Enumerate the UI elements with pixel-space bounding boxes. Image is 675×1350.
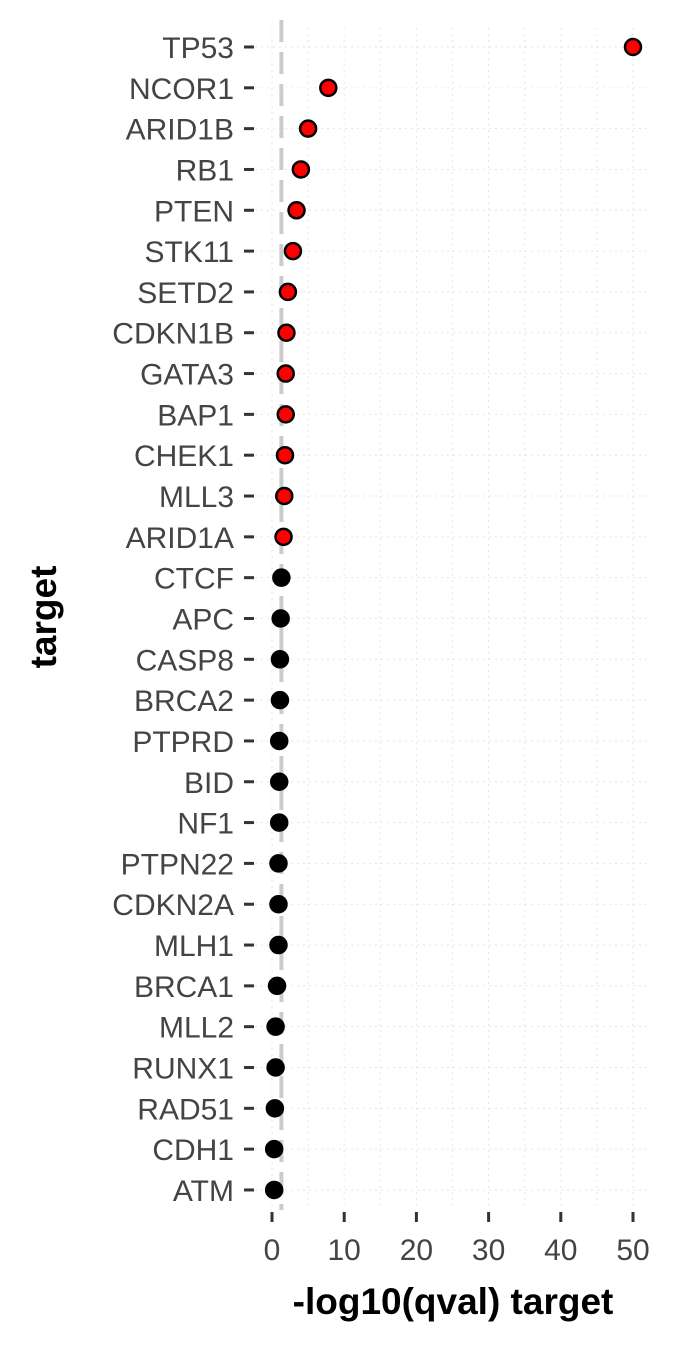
data-point-brca2 xyxy=(270,690,290,710)
y-tick-label: PTPRD xyxy=(132,726,234,759)
y-tick-label: ARID1A xyxy=(126,522,234,555)
y-tick-label: SETD2 xyxy=(137,277,234,310)
data-point-brca1 xyxy=(267,976,287,996)
data-point-mll3 xyxy=(275,486,294,506)
x-axis-ticks xyxy=(270,1212,635,1222)
data-point-rb1 xyxy=(291,160,311,179)
x-tick-label: 30 xyxy=(472,1234,505,1267)
data-point-mll2 xyxy=(266,1017,285,1036)
data-point-cdh1 xyxy=(264,1139,284,1159)
data-point-bid xyxy=(269,772,289,792)
y-tick-label: RB1 xyxy=(176,154,234,187)
data-point-ptprd xyxy=(269,731,289,751)
y-tick-label: PTEN xyxy=(154,195,234,228)
y-tick-label: ARID1B xyxy=(126,114,234,147)
x-axis-tick-labels: 0 10 20 30 40 50 xyxy=(264,1234,650,1267)
y-tick-label: CDH1 xyxy=(152,1134,234,1167)
data-point-mlh1 xyxy=(269,935,288,955)
y-tick-label: CHEK1 xyxy=(134,440,234,473)
data-point-chek1 xyxy=(275,445,295,465)
data-point-cdkn1b xyxy=(277,323,296,342)
y-axis-tick-labels: TP53 NCOR1 ARID1B RB1 PTEN STK11 SETD2 CDKN1B GA… xyxy=(112,32,234,1208)
y-tick-label: CASP8 xyxy=(136,644,234,677)
y-tick-label: MLL2 xyxy=(159,1012,234,1045)
data-point-ctcf xyxy=(272,568,291,587)
data-point-tp53 xyxy=(623,37,643,57)
y-tick-label: BAP1 xyxy=(157,399,234,432)
y-tick-label: CTCF xyxy=(154,563,234,596)
grid-lines xyxy=(255,28,650,1210)
y-tick-label: BRCA1 xyxy=(134,971,234,1004)
y-tick-label: PTPN22 xyxy=(121,848,234,881)
x-tick-label: 50 xyxy=(616,1234,649,1267)
x-tick-label: 10 xyxy=(328,1234,361,1267)
y-tick-label: CDKN1B xyxy=(112,318,234,351)
y-tick-label: RAD51 xyxy=(137,1093,234,1126)
y-tick-label: NF1 xyxy=(177,808,234,841)
data-point-rad51 xyxy=(265,1099,285,1118)
y-axis-ticks xyxy=(244,45,254,1192)
data-point-atm xyxy=(264,1180,284,1200)
data-point-bap1 xyxy=(276,405,295,424)
y-tick-label: GATA3 xyxy=(140,359,234,392)
y-tick-label: RUNX1 xyxy=(132,1053,234,1086)
y-tick-label: TP53 xyxy=(162,32,234,65)
y-tick-label: APC xyxy=(172,603,234,636)
y-tick-label: STK11 xyxy=(145,236,235,269)
data-point-pten xyxy=(287,201,306,220)
y-axis-title: target xyxy=(23,566,64,669)
data-point-setd2 xyxy=(278,282,298,302)
x-tick-label: 20 xyxy=(400,1234,433,1267)
data-point-ncor1 xyxy=(319,78,338,98)
y-tick-label: ATM xyxy=(173,1175,234,1208)
data-point-gata3 xyxy=(276,364,295,383)
data-points xyxy=(264,37,643,1200)
y-tick-label: MLH1 xyxy=(154,930,234,963)
y-tick-label: MLL3 xyxy=(159,481,234,514)
data-point-runx1 xyxy=(266,1058,285,1077)
data-point-casp8 xyxy=(270,650,290,669)
y-tick-label: CDKN2A xyxy=(112,889,234,922)
x-axis-title: -log10(qval) target xyxy=(293,1281,614,1322)
data-point-arid1a xyxy=(274,527,293,547)
y-tick-label: BRCA2 xyxy=(134,685,234,718)
data-point-arid1b xyxy=(298,119,318,138)
data-point-cdkn2a xyxy=(269,894,288,914)
data-point-ptpn22 xyxy=(269,854,288,873)
y-tick-label: NCOR1 xyxy=(129,73,234,106)
x-tick-label: 40 xyxy=(544,1234,577,1267)
data-point-apc xyxy=(271,609,290,628)
y-tick-label: BID xyxy=(184,767,234,800)
data-point-stk11 xyxy=(283,241,303,261)
data-point-nf1 xyxy=(269,813,289,832)
x-tick-label: 0 xyxy=(264,1234,281,1267)
